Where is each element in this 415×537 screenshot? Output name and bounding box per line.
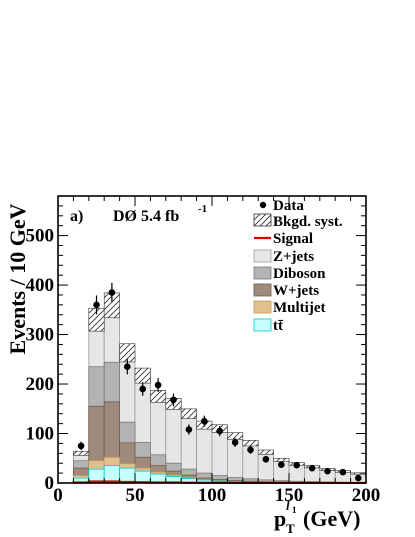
syst-band-bin-0 [73, 450, 90, 456]
axis-ticks [57, 195, 367, 484]
y-tick-labels: 0 100 200 300 400 500 [26, 226, 55, 494]
bar-ttbar-bin-2 [103, 465, 120, 484]
x-axis-title-unit: (GeV) [303, 506, 360, 531]
syst-band-bin-11 [242, 440, 259, 447]
x-axis-title-superscript-index: 1 [292, 505, 297, 515]
legend-label-wjets: W+jets [273, 283, 319, 299]
x-tick-label-50: 50 [126, 485, 145, 506]
y-tick-label-100: 100 [26, 424, 55, 445]
legend-label-signal: Signal [273, 231, 313, 247]
data-point-1 [93, 301, 100, 309]
y-tick-label-300: 300 [26, 325, 55, 346]
x-tick-label-150: 150 [275, 485, 304, 506]
legend-swatch-data [259, 201, 267, 209]
y-tick-label-400: 400 [26, 275, 55, 296]
x-tick-labels: 0 50 100 150 200 [53, 485, 380, 506]
data-point-6 [170, 396, 177, 404]
panel-label: a) [70, 208, 83, 225]
legend-label-multijet: Multijet [273, 300, 325, 316]
legend: Data Bkgd. syst. Signal Z+jets Diboson W… [253, 198, 343, 334]
x-tick-label-200: 200 [352, 485, 381, 506]
data-point-16 [324, 467, 331, 475]
legend-swatch-diboson [253, 266, 272, 280]
data-point-11 [247, 446, 254, 454]
x-tick-label-100: 100 [198, 485, 227, 506]
x-axis-title-subscript: T [286, 521, 295, 536]
legend-label-syst: Bkgd. syst. [273, 214, 343, 230]
x-axis-title-superscript: l [286, 498, 290, 513]
bar-ttbar-bin-3 [119, 467, 136, 484]
y-tick-label-200: 200 [26, 374, 55, 395]
y-tick-label-500: 500 [26, 226, 55, 247]
data-point-4 [139, 385, 146, 393]
legend-swatch-syst [253, 213, 272, 227]
background-stack [73, 304, 367, 484]
data-point-8 [201, 417, 208, 425]
syst-band-bin-13 [273, 457, 290, 462]
data-points [77, 282, 362, 482]
x-axis-title: p [274, 506, 286, 531]
data-point-18 [355, 474, 362, 482]
syst-band-bin-4 [134, 367, 151, 384]
data-point-7 [185, 426, 193, 433]
data-point-14 [293, 461, 301, 469]
data-point-0 [77, 442, 85, 450]
y-axis-title: Events / 10 GeV [5, 203, 30, 354]
data-point-3 [124, 363, 131, 371]
x-tick-label-0: 0 [53, 485, 63, 506]
legend-label-ttbar: tt̄ [273, 318, 284, 334]
legend-swatch-ttbar [253, 318, 272, 332]
legend-label-diboson: Diboson [273, 266, 326, 282]
syst-band-bin-12 [257, 449, 274, 455]
experiment-label-superscript: -1 [198, 203, 207, 215]
data-point-2 [108, 289, 116, 296]
data-point-17 [339, 468, 347, 476]
legend-label-zjets: Z+jets [273, 249, 314, 265]
experiment-label: DØ 5.4 fb [113, 208, 179, 225]
data-point-12 [262, 455, 270, 463]
legend-swatch-multijet [253, 300, 272, 314]
data-point-9 [216, 427, 223, 435]
syst-band-bin-7 [180, 408, 197, 419]
bar-zjets-bin-9 [211, 428, 228, 484]
data-point-10 [231, 439, 239, 446]
data-point-15 [308, 464, 316, 472]
data-point-5 [154, 381, 162, 389]
legend-swatch-wjets [253, 283, 272, 297]
y-tick-label-0: 0 [45, 473, 55, 494]
data-point-13 [278, 461, 285, 468]
legend-label-data: Data [273, 198, 304, 214]
legend-swatch-zjets [253, 249, 272, 263]
syst-band-bin-5 [150, 390, 167, 403]
